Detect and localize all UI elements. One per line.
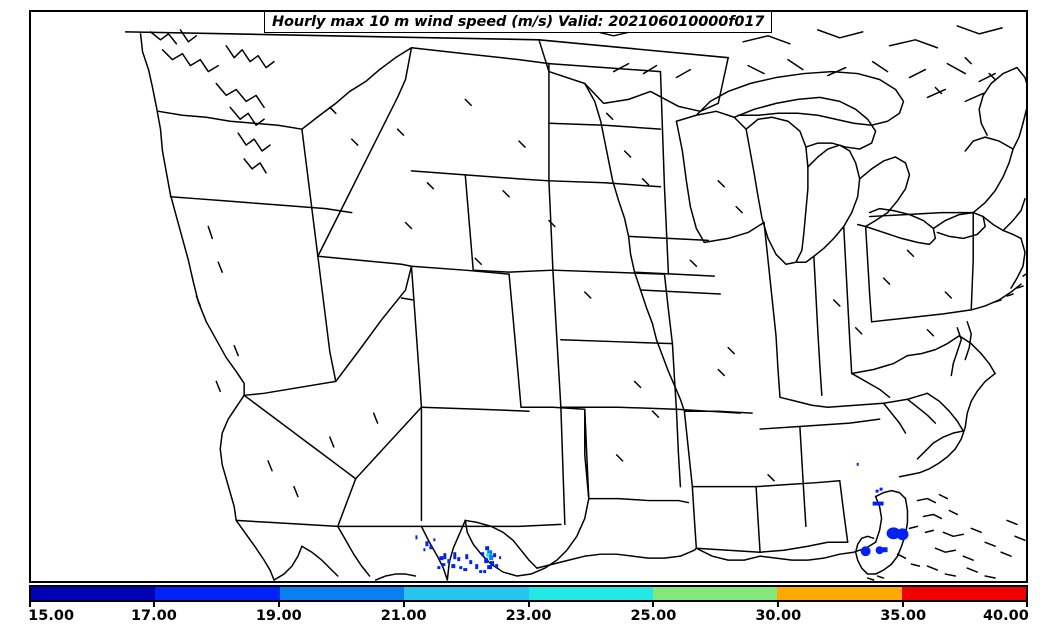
colorbar-band-7 — [901, 587, 1026, 600]
colorbar-tick-8 — [1026, 602, 1028, 607]
map-plot-area[interactable] — [29, 10, 1028, 583]
colorbar-band-0 — [31, 587, 156, 600]
colorbar-label-3: 21.00 — [380, 608, 427, 624]
colorbar-band-1 — [155, 587, 280, 600]
map-outlines — [124, 23, 1026, 581]
colorbar-band-2 — [279, 587, 405, 600]
colorbar-tick-7 — [902, 602, 905, 607]
colorbar-tick-6 — [777, 602, 780, 607]
colorbar-label-4: 23.00 — [505, 608, 552, 624]
colorbar-label-1: 17.00 — [130, 608, 177, 624]
wind-speed-data-cells — [415, 462, 909, 574]
colorbar-tick-marks — [29, 602, 1028, 608]
data-cluster-south-texas — [415, 535, 502, 574]
colorbar-tick-4 — [527, 602, 530, 607]
colorbar-label-2: 19.00 — [255, 608, 302, 624]
data-cluster-bahamas — [856, 462, 909, 557]
colorbar-band-4 — [528, 587, 653, 600]
colorbar-tick-2 — [277, 602, 280, 607]
plot-title-box: Hourly max 10 m wind speed (m/s) Valid: … — [264, 11, 773, 33]
colorbar-tick-labels: 15.00 17.00 19.00 21.00 23.00 25.00 30.00 35.00… — [0, 608, 1057, 628]
colorbar-tick-3 — [402, 602, 405, 607]
colorbar-band-6 — [777, 587, 902, 600]
colorbar-band-5 — [652, 587, 778, 600]
plot-title-text: Hourly max 10 m wind speed (m/s) Valid: … — [272, 14, 765, 30]
colorbar-label-8: 40.00 — [982, 608, 1029, 624]
colorbar-band-3 — [404, 587, 529, 600]
colorbar-label-0: 15.00 — [28, 608, 75, 624]
map-geography — [124, 23, 1026, 581]
colorbar-tick-5 — [652, 602, 655, 607]
colorbar-tick-0 — [29, 602, 31, 607]
colorbar[interactable] — [29, 585, 1028, 602]
colorbar-label-6: 30.00 — [755, 608, 802, 624]
colorbar-label-5: 25.00 — [630, 608, 677, 624]
colorbar-tick-1 — [152, 602, 155, 607]
colorbar-label-7: 35.00 — [880, 608, 927, 624]
